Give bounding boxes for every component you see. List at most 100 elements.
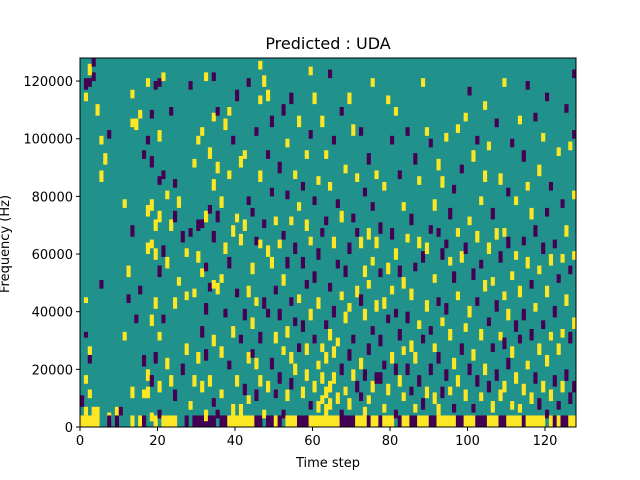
heatmap-cell <box>393 409 399 419</box>
heatmap-cell <box>95 406 100 416</box>
heatmap-cell <box>355 173 360 182</box>
heatmap-cell <box>328 181 333 191</box>
heatmap-cell <box>452 415 457 427</box>
heatmap-cell <box>432 343 437 353</box>
heatmap-cell <box>548 331 554 341</box>
heatmap-cell <box>238 415 244 427</box>
heatmap-cell <box>514 372 519 384</box>
heatmap-cell <box>254 297 259 306</box>
heatmap-cell <box>428 326 433 335</box>
heatmap-cell <box>355 285 360 298</box>
heatmap-cells <box>80 58 577 427</box>
heatmap-cell <box>560 415 565 427</box>
heatmap-cell <box>83 375 89 384</box>
heatmap-cell <box>91 406 96 416</box>
heatmap-cell <box>490 207 495 220</box>
heatmap-cell <box>297 294 302 304</box>
heatmap-cell <box>541 415 546 427</box>
heatmap-cell <box>506 308 511 321</box>
heatmap-cell <box>142 150 147 159</box>
heatmap-cell <box>390 228 395 240</box>
heatmap-cell <box>250 317 255 329</box>
heatmap-cell <box>331 346 337 358</box>
heatmap-cell <box>359 236 364 249</box>
heatmap-cell <box>200 127 205 136</box>
heatmap-cell <box>184 343 189 355</box>
heatmap-cell <box>235 288 240 298</box>
heatmap-cell <box>537 343 542 355</box>
heatmap-cell <box>304 369 309 381</box>
heatmap-cell <box>393 308 399 318</box>
heatmap-cell <box>525 360 530 370</box>
y-tick-label: 120000 <box>23 75 73 90</box>
heatmap-cell <box>250 415 255 427</box>
heatmap-cell <box>204 210 209 223</box>
heatmap-cell <box>289 297 294 306</box>
heatmap-cell <box>207 282 213 292</box>
y-axis-label: Frequency (Hz) <box>0 195 13 293</box>
x-tick-label: 20 <box>149 434 166 449</box>
heatmap-cell <box>362 415 368 427</box>
heatmap-cell <box>138 285 143 295</box>
heatmap-cell <box>138 109 143 119</box>
heatmap-cell <box>370 78 375 87</box>
heatmap-cell <box>506 415 511 427</box>
heatmap-cell <box>486 380 492 393</box>
heatmap-cell <box>211 334 216 347</box>
heatmap-cell <box>227 360 232 370</box>
heatmap-cell <box>254 415 259 427</box>
heatmap-cell <box>486 242 492 255</box>
heatmap-cell <box>157 409 162 419</box>
heatmap-cell <box>316 297 321 309</box>
heatmap-cell <box>525 81 530 90</box>
heatmap-cell <box>366 279 371 289</box>
y-tick-label: 60000 <box>32 248 73 263</box>
heatmap-cell <box>211 415 216 427</box>
heatmap-cell <box>452 184 457 194</box>
heatmap-cell <box>258 60 263 70</box>
heatmap-cell <box>285 389 290 402</box>
heatmap-cell <box>498 173 503 185</box>
heatmap-cell <box>281 346 286 355</box>
heatmap-cell <box>134 118 139 131</box>
heatmap-cell <box>401 277 406 289</box>
heatmap-cell <box>382 181 387 191</box>
heatmap-cell <box>231 403 236 416</box>
heatmap-cell <box>273 331 278 344</box>
heatmap-cell <box>176 196 182 208</box>
heatmap-cell <box>572 415 577 427</box>
heatmap-cell <box>378 372 383 384</box>
heatmap-cell <box>556 415 561 427</box>
heatmap-cell <box>494 300 499 312</box>
heatmap-cell <box>359 415 364 427</box>
heatmap-cell <box>87 354 92 364</box>
heatmap-cell <box>339 291 344 301</box>
heatmap-cell <box>486 415 492 427</box>
heatmap-cell <box>494 415 499 427</box>
heatmap-cell <box>262 409 267 419</box>
heatmap-cell <box>304 415 309 427</box>
heatmap-cell <box>424 242 430 255</box>
heatmap-cell <box>560 380 565 393</box>
heatmap-cell <box>572 130 577 139</box>
heatmap-cell <box>397 415 402 427</box>
heatmap-cell <box>157 210 162 223</box>
heatmap-cell <box>545 207 550 217</box>
heatmap-cell <box>390 135 395 145</box>
heatmap-cell <box>80 395 85 407</box>
heatmap-cell <box>95 415 100 427</box>
heatmap-cell <box>502 291 507 301</box>
heatmap-cell <box>289 92 294 105</box>
heatmap-cell <box>440 386 445 399</box>
heatmap-cell <box>366 415 371 427</box>
heatmap-cell <box>142 389 147 399</box>
heatmap-cell <box>285 256 290 269</box>
heatmap-cell <box>471 268 476 280</box>
heatmap-cell <box>138 415 143 427</box>
heatmap-cell <box>498 331 503 341</box>
heatmap-cell <box>331 135 337 145</box>
heatmap-cell <box>424 127 430 136</box>
x-tick-label: 60 <box>304 434 321 449</box>
heatmap-cell <box>254 236 259 246</box>
